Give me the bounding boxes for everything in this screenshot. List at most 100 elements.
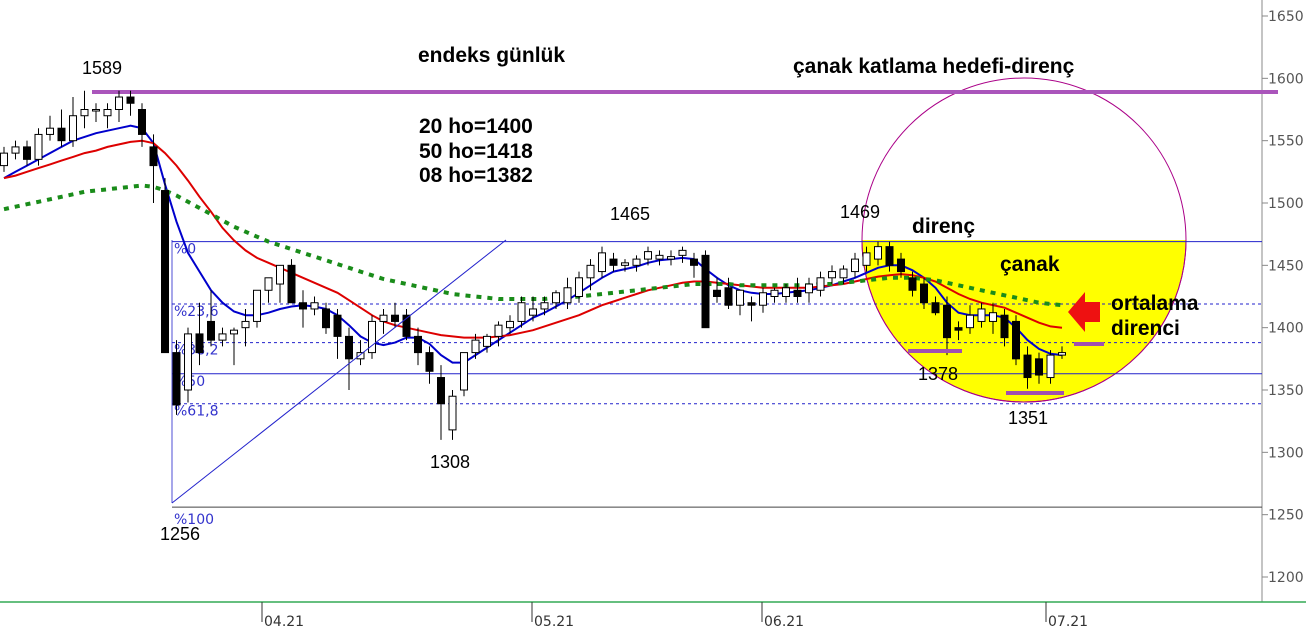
candle-body (494, 324, 503, 337)
candle-body (471, 339, 480, 354)
candle-body (701, 254, 710, 329)
candle-body (0, 152, 8, 167)
chart-title: endeks günlük (418, 44, 565, 67)
candle-body (138, 109, 146, 135)
candle-body (57, 127, 66, 142)
fib-label: %61,8 (174, 404, 218, 420)
label-1589: 1589 (82, 58, 122, 78)
candle-body (34, 133, 43, 160)
candle-body (345, 335, 353, 360)
resistance-annotation: direnç (912, 215, 975, 238)
label-1465: 1465 (610, 204, 650, 224)
candle-body (333, 314, 342, 337)
candle-body (310, 302, 319, 310)
candle-body (724, 287, 733, 306)
candle-body (839, 268, 848, 279)
candle-body (598, 252, 606, 273)
candle-body (172, 352, 181, 406)
candle-body (299, 302, 307, 310)
candle-body (425, 352, 434, 372)
candle-body (989, 312, 997, 322)
ma-text-20: 20 ho=1400 (419, 115, 533, 138)
candle-body (1046, 354, 1055, 379)
candle-body (609, 258, 618, 266)
candle-body (908, 277, 917, 291)
candle-body (92, 109, 100, 112)
candle-body (115, 96, 123, 110)
candle-body (149, 146, 158, 167)
candle-body (264, 277, 273, 291)
x-tick-label: 07.21 (1048, 614, 1088, 626)
candle-body (793, 289, 802, 297)
y-tick-label: 1600 (1268, 71, 1304, 87)
candle-body (874, 246, 882, 260)
candle-body (437, 377, 445, 405)
cup-annotation: çanak (1000, 253, 1060, 276)
candle-body (1058, 352, 1066, 356)
candle-body (621, 262, 629, 266)
fib-diagonal-line (171, 239, 507, 504)
candle-body (920, 283, 928, 304)
candle-body (885, 246, 894, 266)
candle-body (977, 308, 986, 322)
cup-outline-circle (861, 77, 1187, 403)
fib-label: %100 (174, 512, 214, 528)
candle-body (368, 320, 376, 354)
y-tick-label: 1250 (1268, 508, 1304, 524)
candle-body (943, 304, 951, 339)
candle-body (966, 314, 974, 329)
fib-label: %23,6 (174, 304, 219, 320)
average-resistance-line2: direnci (1111, 317, 1180, 340)
x-tick-label: 06.21 (764, 614, 804, 626)
candle-body (644, 251, 652, 260)
candle-body (414, 335, 422, 354)
candle-body (230, 329, 238, 335)
candle-body (1012, 320, 1020, 360)
candle-body (322, 308, 330, 329)
candle-body (770, 289, 779, 297)
label-1351: 1351 (1008, 408, 1048, 428)
y-tick-label: 1350 (1268, 383, 1304, 399)
candle-body (80, 109, 89, 117)
y-tick-label: 1400 (1268, 321, 1304, 337)
candle-body (483, 335, 491, 347)
candle-body (540, 302, 549, 310)
y-tick-label: 1450 (1268, 258, 1304, 274)
candle-body (287, 264, 296, 304)
candle-body (931, 302, 940, 314)
candle-body (563, 287, 572, 304)
ma-text-08: 08 ho=1382 (419, 164, 533, 187)
candle-body (816, 277, 825, 291)
candle-body (517, 302, 526, 322)
candle-body (782, 287, 790, 298)
y-tick-label: 1200 (1268, 570, 1304, 586)
candle-body (862, 252, 871, 266)
candle-body (161, 190, 169, 354)
fib-label: %0 (174, 242, 196, 258)
label-1256: 1256 (160, 524, 200, 544)
y-tick-label: 1650 (1268, 9, 1304, 25)
candle-body (391, 314, 399, 322)
label-1308: 1308 (430, 452, 470, 472)
candle-body (241, 320, 250, 329)
candle-body (655, 254, 664, 260)
candle-body (402, 314, 411, 337)
candle-body (713, 289, 721, 297)
candle-body (379, 314, 388, 322)
candle-body (747, 302, 756, 306)
candle-body (506, 320, 514, 329)
candle-body (897, 258, 905, 273)
candle-body (954, 327, 963, 331)
candle-body (1000, 314, 1009, 339)
candle-body (126, 96, 135, 104)
cup-highlight (861, 240, 1187, 403)
ma-text-50: 50 ho=1418 (419, 140, 533, 163)
target-annotation: çanak katlama hedefi-direnç (793, 55, 1075, 78)
candle-body (195, 333, 204, 354)
candle-body (678, 249, 687, 256)
candle-body (23, 146, 31, 160)
candle-body (1023, 354, 1032, 379)
candle-body (828, 271, 836, 279)
candle-body (69, 115, 77, 142)
label-1469: 1469 (840, 202, 880, 222)
